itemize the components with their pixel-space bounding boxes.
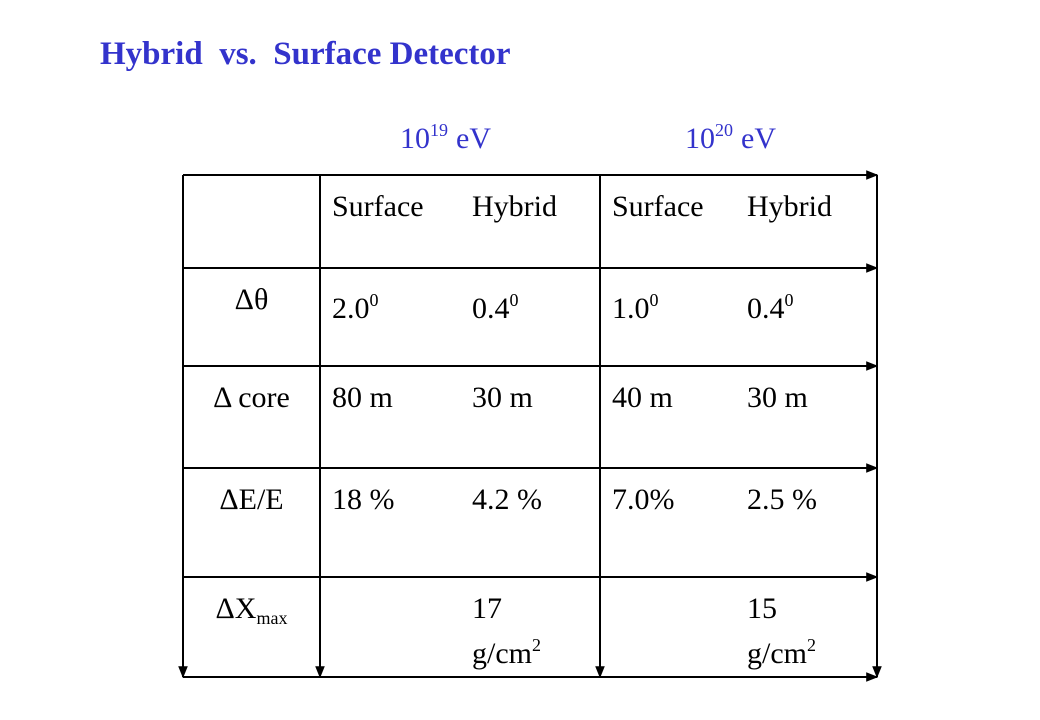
cell-line: 2.5 % [747,482,817,518]
table-cell: Surface [612,189,704,225]
cell-text: 1.0 [612,292,650,325]
energy-unit: eV [741,122,776,155]
cell-text: 4.2 % [472,483,542,516]
cell-text: 0 [649,290,659,310]
energy-exponent: 19 [430,120,448,140]
table-cell: 40 m [612,380,673,416]
table-cell: 30 m [472,380,533,416]
cell-text: 18 % [332,483,395,516]
cell-line: ΔE/E [183,482,320,518]
energy-base: 10 [685,122,715,155]
cell-text: 0 [784,290,794,310]
table-cell: 17 g/cm2 [472,591,541,672]
cell-line: 0.40 [472,282,519,327]
cell-line: ΔXmax [183,591,320,636]
cell-text: 30 m [747,381,808,414]
cell-text: Δ core [213,381,290,414]
cell-line: 15 [747,591,816,627]
cell-text: Δθ [234,283,269,316]
energy-label: 1019 eV [400,120,491,156]
energy-unit: eV [456,122,491,155]
cell-text: max [256,608,288,628]
table-cell: Hybrid [472,189,557,225]
energy-exponent: 20 [715,120,733,140]
cell-line: 30 m [472,380,533,416]
table-cell: Surface [332,189,424,225]
table-cell: 18 % [332,482,395,518]
energy-label: 1020 eV [685,120,776,156]
cell-line: g/cm2 [472,627,541,672]
cell-line: 80 m [332,380,393,416]
cell-line: 4.2 % [472,482,542,518]
table-cell: Δθ [183,282,320,318]
cell-line: Surface [332,189,424,225]
cell-text: 15 [747,592,777,625]
cell-text: ΔX [215,592,257,625]
table-cell: Hybrid [747,189,832,225]
cell-text: Hybrid [472,190,557,223]
table-cell: 2.00 [332,282,379,327]
cell-text: Surface [332,190,424,223]
cell-text: 0.4 [747,292,785,325]
cell-text: 2.5 % [747,483,817,516]
energy-base: 10 [400,122,430,155]
table-cell: 15 g/cm2 [747,591,816,672]
cell-line: 2.00 [332,282,379,327]
cell-line: 30 m [747,380,808,416]
table-cell: ΔE/E [183,482,320,518]
cell-line: 0.40 [747,282,794,327]
table-cell: 0.40 [747,282,794,327]
cell-text: 30 m [472,381,533,414]
cell-text: 2 [807,635,816,655]
cell-text: ΔE/E [219,483,284,516]
table-cell: 4.2 % [472,482,542,518]
cell-text: g/cm [747,637,807,670]
cell-line: Hybrid [472,189,557,225]
cell-text: 7.0% [612,483,675,516]
cell-text: Surface [612,190,704,223]
cell-text: 2.0 [332,292,370,325]
cell-text: 0.4 [472,292,510,325]
table-cell: 2.5 % [747,482,817,518]
cell-line: Δθ [183,282,320,318]
cell-line: 40 m [612,380,673,416]
table-cell: Δ core [183,380,320,416]
table-cell: 80 m [332,380,393,416]
table-cell: ΔXmax [183,591,320,636]
cell-text: 80 m [332,381,393,414]
cell-line: 17 [472,591,541,627]
cell-text: 17 [472,592,502,625]
cell-text: g/cm [472,637,532,670]
cell-line: g/cm2 [747,627,816,672]
cell-text: 2 [532,635,541,655]
cell-line: Δ core [183,380,320,416]
cell-line: 7.0% [612,482,675,518]
table-cell: 0.40 [472,282,519,327]
cell-line: 1.00 [612,282,659,327]
table-cell: 30 m [747,380,808,416]
slide-title: Hybrid vs. Surface Detector [100,36,511,72]
cell-line: Surface [612,189,704,225]
table-cell: 7.0% [612,482,675,518]
cell-text: 0 [509,290,519,310]
cell-line: Hybrid [747,189,832,225]
cell-text: Hybrid [747,190,832,223]
cell-line: 18 % [332,482,395,518]
table-cell: 1.00 [612,282,659,327]
cell-text: 40 m [612,381,673,414]
cell-text: 0 [369,290,379,310]
